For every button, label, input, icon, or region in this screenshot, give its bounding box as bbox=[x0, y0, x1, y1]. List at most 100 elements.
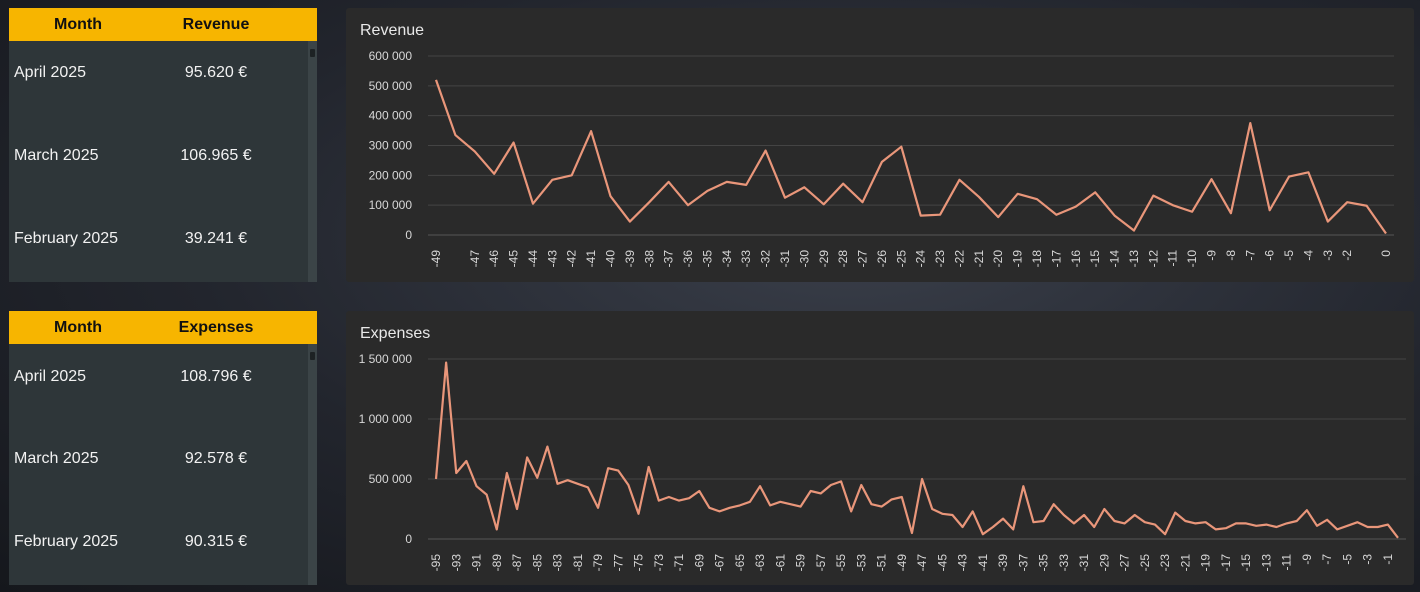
x-tick-label: -31 bbox=[778, 250, 792, 268]
x-tick-label: -79 bbox=[591, 554, 605, 572]
expenses-table: Month Expenses April 2025 108.796 € Marc… bbox=[9, 311, 317, 585]
series-line bbox=[434, 79, 1387, 235]
row-month: April 2025 bbox=[14, 64, 87, 81]
x-tick-label: -10 bbox=[1185, 250, 1199, 268]
revenue-table-header: Month Revenue bbox=[9, 8, 317, 41]
month-column-header[interactable]: Month bbox=[54, 318, 102, 336]
x-tick-label: -89 bbox=[490, 554, 504, 572]
x-tick-label: -15 bbox=[1088, 250, 1102, 268]
x-tick-label: -38 bbox=[642, 250, 656, 268]
x-tick-label: -61 bbox=[773, 554, 787, 572]
x-tick-label: -25 bbox=[894, 250, 908, 268]
x-tick-label: -59 bbox=[794, 554, 808, 572]
series-line bbox=[434, 361, 1399, 539]
x-tick-label: -26 bbox=[875, 250, 889, 268]
x-tick-label: -7 bbox=[1320, 554, 1334, 565]
revenue-table: Month Revenue April 2025 95.620 € March … bbox=[9, 8, 317, 282]
scroll-thumb[interactable] bbox=[310, 49, 315, 57]
x-tick-label: -67 bbox=[713, 554, 727, 572]
x-tick-label: -47 bbox=[915, 554, 929, 572]
revenue-table-body: April 2025 95.620 € March 2025 106.965 €… bbox=[9, 41, 317, 282]
revenue-column-header[interactable]: Revenue bbox=[182, 15, 250, 33]
vertical-scrollbar[interactable] bbox=[308, 41, 317, 282]
revenue-chart-title: Revenue bbox=[360, 22, 425, 39]
row-month: February 2025 bbox=[14, 533, 119, 550]
x-tick-label: -19 bbox=[1199, 554, 1213, 572]
x-tick-label: -16 bbox=[1069, 250, 1083, 268]
x-tick-label: -35 bbox=[1037, 554, 1051, 572]
x-tick-label: -4 bbox=[1301, 250, 1315, 261]
x-tick-label: -45 bbox=[507, 250, 521, 268]
x-tick-label: -57 bbox=[814, 554, 828, 572]
vertical-scrollbar[interactable] bbox=[308, 344, 317, 585]
x-tick-label: -29 bbox=[1097, 554, 1111, 572]
x-tick-label: -39 bbox=[623, 250, 637, 268]
expenses-table-header: Month Expenses bbox=[9, 311, 317, 344]
x-tick-label: -73 bbox=[652, 554, 666, 572]
x-tick-label: -77 bbox=[611, 554, 625, 572]
x-tick-label: -69 bbox=[692, 554, 706, 572]
y-tick-label: 400 000 bbox=[369, 109, 413, 123]
x-tick-label: -45 bbox=[935, 554, 949, 572]
x-tick-label: -40 bbox=[603, 250, 617, 268]
row-value: 106.965 € bbox=[180, 147, 252, 164]
x-tick-label: -87 bbox=[510, 554, 524, 572]
x-tick-label: -7 bbox=[1243, 250, 1257, 261]
x-tick-label: -37 bbox=[662, 250, 676, 268]
x-tick-label: -5 bbox=[1282, 250, 1296, 261]
table-row[interactable]: February 2025 90.315 € bbox=[9, 533, 307, 551]
x-tick-label: -21 bbox=[1178, 554, 1192, 572]
x-tick-label: 0 bbox=[1379, 250, 1393, 257]
x-tick-label: -49 bbox=[429, 250, 443, 268]
x-tick-label: -93 bbox=[449, 554, 463, 572]
x-tick-label: -31 bbox=[1077, 554, 1091, 572]
revenue-chart[interactable]: 0 100 000 200 000 300 000 400 000 500 000 600 … bbox=[346, 8, 1414, 282]
x-tick-label: -63 bbox=[753, 554, 767, 572]
x-tick-label: -35 bbox=[700, 250, 714, 268]
row-month: March 2025 bbox=[14, 147, 99, 164]
x-tick-label: -65 bbox=[733, 554, 747, 572]
month-column-header[interactable]: Month bbox=[54, 15, 102, 33]
x-tick-label: -6 bbox=[1263, 250, 1277, 261]
table-row[interactable]: April 2025 108.796 € bbox=[9, 368, 307, 386]
table-row[interactable]: March 2025 106.965 € bbox=[9, 147, 307, 165]
row-value: 39.241 € bbox=[184, 230, 248, 247]
x-tick-label: -71 bbox=[672, 554, 686, 572]
x-tick-label: -25 bbox=[1138, 554, 1152, 572]
x-tick-label: -43 bbox=[545, 250, 559, 268]
x-tick-label: -1 bbox=[1381, 554, 1395, 565]
row-month: April 2025 bbox=[14, 368, 87, 385]
table-row[interactable]: March 2025 92.578 € bbox=[9, 450, 307, 468]
x-tick-label: -46 bbox=[487, 250, 501, 268]
x-tick-label: -39 bbox=[996, 554, 1010, 572]
x-tick-label: -18 bbox=[1030, 250, 1044, 268]
x-tick-label: -30 bbox=[797, 250, 811, 268]
expenses-table-body: April 2025 108.796 € March 2025 92.578 €… bbox=[9, 344, 317, 585]
scroll-thumb[interactable] bbox=[310, 352, 315, 360]
x-tick-label: -33 bbox=[1057, 554, 1071, 572]
row-value: 95.620 € bbox=[184, 64, 248, 81]
x-tick-label: -13 bbox=[1259, 554, 1273, 572]
revenue-chart-panel: Revenue 0 100 000 200 000 300 000 400 000 500… bbox=[346, 8, 1414, 282]
table-row[interactable]: February 2025 39.241 € bbox=[9, 230, 307, 248]
x-tick-label: -27 bbox=[856, 250, 870, 268]
expenses-chart[interactable]: 0 500 000 1 000 000 1 500 000 -95 -93 -91 -89 -8… bbox=[346, 311, 1414, 585]
expenses-column-header[interactable]: Expenses bbox=[178, 318, 254, 336]
y-tick-label: 1 500 000 bbox=[359, 352, 413, 366]
x-tick-label: -43 bbox=[956, 554, 970, 572]
y-tick-label: 0 bbox=[405, 532, 412, 546]
table-row[interactable]: April 2025 95.620 € bbox=[9, 64, 307, 82]
expenses-chart-title: Expenses bbox=[360, 325, 431, 342]
expenses-chart-panel: Expenses 0 500 000 1 000 000 1 500 000 -95 -9… bbox=[346, 311, 1414, 585]
x-tick-label: -95 bbox=[429, 554, 443, 572]
x-tick-label: -15 bbox=[1239, 554, 1253, 572]
x-tick-label: -12 bbox=[1146, 250, 1160, 268]
y-tick-label: 200 000 bbox=[369, 168, 413, 182]
x-tick-label: -9 bbox=[1300, 554, 1314, 565]
x-tick-label: -75 bbox=[632, 554, 646, 572]
x-tick-label: -23 bbox=[933, 250, 947, 268]
x-tick-label: -81 bbox=[571, 554, 585, 572]
x-tick-label: -28 bbox=[836, 250, 850, 268]
row-month: February 2025 bbox=[14, 230, 119, 247]
x-tick-label: -51 bbox=[875, 554, 889, 572]
